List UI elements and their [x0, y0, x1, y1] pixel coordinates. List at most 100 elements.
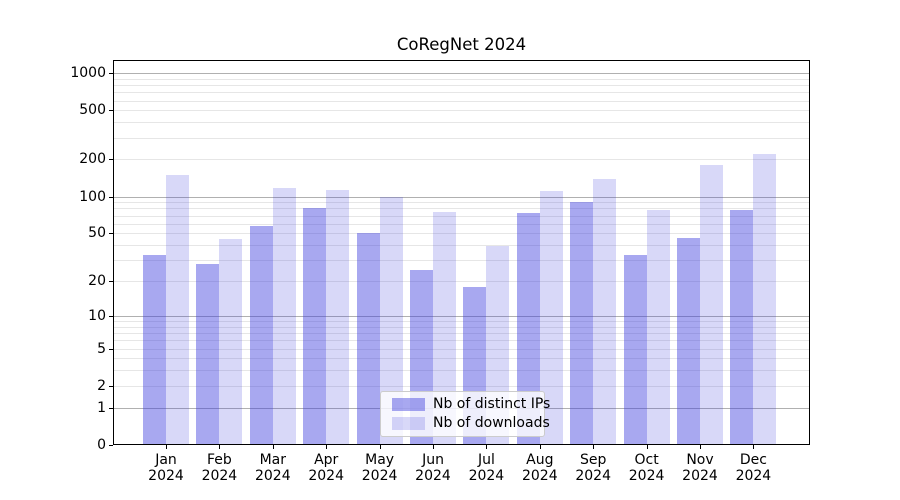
- gridline-minor: [114, 326, 809, 328]
- x-tick-mark: [433, 445, 434, 449]
- y-tick-mark: [109, 407, 113, 409]
- legend-label-downloads: Nb of downloads: [433, 415, 550, 432]
- y-tick-mark: [109, 385, 113, 387]
- x-tick-year: 2024: [308, 468, 344, 484]
- bar-distinct-ips-jan: [143, 255, 166, 445]
- x-tick-mark: [219, 445, 221, 449]
- gridline-minor: [114, 321, 809, 322]
- gridline-minor: [114, 208, 809, 210]
- y-tick-mark: [109, 348, 113, 350]
- bar-distinct-ips-nov: [677, 237, 700, 445]
- x-tick-mark: [326, 445, 328, 449]
- gridline-major: [114, 315, 809, 317]
- gridline-minor: [114, 122, 809, 124]
- x-tick-year: 2024: [682, 468, 718, 484]
- gridline-minor: [114, 100, 809, 102]
- chart-title: CoRegNet 2024: [396, 35, 527, 54]
- x-axis-tick-label: Apr 2024: [296, 452, 356, 484]
- y-tick-mark: [109, 233, 113, 235]
- x-tick-mark: [379, 445, 381, 449]
- y-axis-tick-label: 10: [88, 307, 106, 324]
- bar-downloads-oct: [646, 209, 670, 445]
- y-axis-tick-label: 5: [97, 340, 106, 357]
- legend-swatch-distinct-ips: [392, 397, 425, 411]
- gridline-minor: [114, 110, 809, 112]
- x-tick-month: Jan: [155, 452, 177, 468]
- x-tick-mark: [486, 445, 488, 449]
- y-tick-mark: [109, 315, 113, 317]
- legend: Nb of distinct IPs Nb of downloads: [380, 391, 550, 437]
- gridline-major: [114, 73, 809, 74]
- y-tick-mark: [109, 281, 113, 283]
- x-tick-month: Nov: [686, 452, 714, 468]
- x-tick-month: Mar: [259, 452, 286, 468]
- x-axis-tick-label: Dec 2024: [723, 452, 783, 484]
- x-axis-tick-label: Feb 2024: [189, 452, 249, 484]
- x-tick-year: 2024: [415, 468, 451, 484]
- legend-label-distinct-ips: Nb of distinct IPs: [433, 395, 551, 412]
- x-tick-year: 2024: [148, 468, 184, 484]
- x-axis-tick-label: Aug 2024: [510, 452, 570, 484]
- gridline-minor: [114, 159, 809, 161]
- gridline-minor: [114, 92, 809, 94]
- bar-downloads-sep: [593, 178, 617, 445]
- gridline-minor: [114, 78, 809, 80]
- x-tick-year: 2024: [201, 468, 238, 484]
- y-axis-tick-label: 50: [88, 225, 106, 242]
- x-tick-mark: [272, 445, 274, 449]
- gridline-minor: [114, 202, 809, 204]
- x-tick-month: Aug: [526, 452, 554, 468]
- x-tick-year: 2024: [361, 468, 398, 484]
- y-axis-tick-label: 1: [97, 399, 106, 416]
- x-tick-month: Oct: [634, 452, 659, 468]
- bar-downloads-may: [379, 196, 403, 445]
- y-tick-mark: [109, 445, 113, 446]
- bar-downloads-jan: [166, 174, 189, 445]
- y-axis-tick-label: 20: [88, 273, 106, 290]
- x-tick-month: Sep: [579, 452, 607, 468]
- bar-distinct-ips-aug: [516, 213, 540, 445]
- y-axis-tick-label: 1000: [70, 65, 106, 81]
- gridline-minor: [114, 385, 809, 387]
- gridline-minor: [114, 223, 809, 225]
- x-tick-year: 2024: [468, 468, 505, 484]
- x-tick-month: Apr: [314, 452, 339, 468]
- x-tick-year: 2024: [628, 468, 665, 484]
- x-tick-year: 2024: [254, 468, 291, 484]
- bar-downloads-jun: [433, 211, 456, 445]
- legend-entry-downloads: Nb of downloads: [392, 416, 550, 431]
- x-axis-tick-label: Nov 2024: [670, 452, 730, 484]
- gridline-minor: [114, 340, 809, 342]
- x-tick-mark: [700, 445, 701, 449]
- gridline-minor: [114, 233, 809, 235]
- bar-downloads-feb: [219, 238, 243, 445]
- gridline-minor: [114, 370, 809, 372]
- x-tick-mark: [593, 445, 595, 449]
- bar-distinct-ips-sep: [570, 202, 594, 445]
- x-axis-tick-label: Mar 2024: [243, 452, 303, 484]
- x-tick-month: May: [365, 452, 395, 468]
- bar-downloads-mar: [272, 188, 296, 445]
- gridline-major: [114, 196, 809, 198]
- x-axis-tick-label: Jun 2024: [403, 452, 463, 484]
- bar-distinct-ips-mar: [249, 226, 273, 445]
- x-tick-year: 2024: [521, 468, 558, 484]
- x-tick-mark: [166, 445, 167, 449]
- x-axis-tick-label: Oct 2024: [617, 452, 677, 484]
- gridline-minor: [114, 215, 809, 217]
- gridline-minor: [114, 358, 809, 360]
- x-axis-tick-label: May 2024: [350, 452, 410, 484]
- x-axis-tick-label: Jul 2024: [456, 452, 516, 484]
- bar-distinct-ips-feb: [196, 263, 220, 445]
- y-axis-tick-label: 100: [79, 188, 106, 205]
- y-axis-tick-label: 2: [97, 377, 106, 394]
- legend-entry-distinct-ips: Nb of distinct IPs: [392, 396, 550, 412]
- bar-distinct-ips-dec: [730, 209, 754, 445]
- gridline-minor: [114, 85, 809, 86]
- x-axis-tick-label: Jan 2024: [136, 452, 196, 484]
- bar-distinct-ips-oct: [623, 255, 647, 445]
- y-tick-mark: [109, 73, 113, 74]
- y-axis-tick-label: 0: [97, 437, 106, 453]
- gridline-minor: [114, 333, 809, 334]
